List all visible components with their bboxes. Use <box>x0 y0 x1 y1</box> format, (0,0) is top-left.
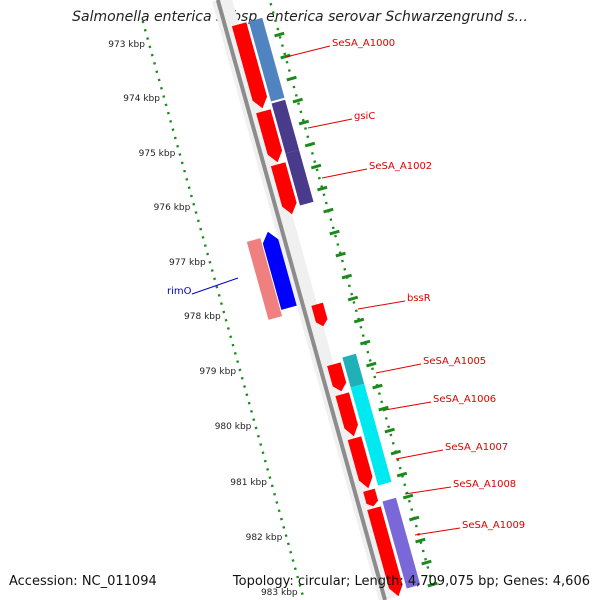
minor-tick <box>402 493 414 500</box>
minor-tick <box>415 537 426 544</box>
minor-tick <box>421 559 432 566</box>
gene-SeSA_A1000-shape <box>231 22 268 109</box>
callout-line <box>375 363 422 374</box>
kbp-tick-label: 983 kbp <box>261 588 298 598</box>
gene-label: SeSA_A1008 <box>453 479 516 490</box>
cog-bar-rimO-shape <box>246 238 283 320</box>
minor-tick <box>286 75 297 82</box>
minor-tick <box>408 515 420 522</box>
tick-track-right <box>268 0 435 587</box>
callout-line <box>285 45 331 58</box>
gene-SeSA_A1006 <box>335 392 358 437</box>
gene-SeSA_A1008-shape <box>363 488 379 507</box>
cog-bar-SeSA_A1006-shape <box>350 383 392 486</box>
cog-bar-SeSA_A1000-shape <box>248 17 285 102</box>
kbp-tick-label: 980 kbp <box>215 422 252 432</box>
kbp-tick-label: 982 kbp <box>246 533 283 543</box>
callout-line <box>395 449 444 460</box>
accession-label: Accession: NC_011094 <box>9 574 157 589</box>
gene-SeSA_A1000 <box>231 22 268 109</box>
cog-bar-rimO <box>246 238 283 320</box>
minor-tick <box>347 295 359 302</box>
kbp-tick-label: 977 kbp <box>169 258 206 268</box>
gene-label: SeSA_A1007 <box>445 442 508 453</box>
minor-tick <box>372 383 383 390</box>
callout-line <box>191 277 239 295</box>
cog-bar-SeSA_A1005-shape <box>342 353 365 388</box>
gene-label: gsiC <box>354 111 375 122</box>
callout-line <box>384 401 432 411</box>
minor-tick <box>353 317 365 324</box>
genome-backbone <box>215 0 387 600</box>
minor-tick <box>323 207 334 214</box>
cog-bar-SeSA_A1000 <box>248 17 285 102</box>
gene-SeSA_A1002 <box>270 162 297 215</box>
cog-bar-SeSA_A1002 <box>285 149 314 206</box>
outer-tick-track-left <box>141 20 306 600</box>
kbp-tick-label: 975 kbp <box>139 149 176 159</box>
minor-tick <box>384 427 395 434</box>
minor-tick <box>427 581 438 588</box>
minor-tick <box>317 185 328 192</box>
gene-SeSA_A1008 <box>363 488 379 507</box>
minor-tick <box>335 251 346 258</box>
callout-line <box>357 300 406 310</box>
gene-SeSA_A1002-shape <box>270 162 297 215</box>
kbp-tick-label: 979 kbp <box>199 367 236 377</box>
cog-bar-SeSA_A1006 <box>350 383 392 486</box>
gene-rimO-shape <box>262 231 297 310</box>
minor-tick <box>274 31 285 38</box>
cog-bar-SeSA_A1009 <box>382 497 421 589</box>
kbp-tick-label: 981 kbp <box>230 478 267 488</box>
gene-label: bssR <box>407 293 431 304</box>
gene-gsiC-shape <box>256 109 283 163</box>
cog-bar-SeSA_A1002-shape <box>285 149 314 206</box>
gene-label: SeSA_A1005 <box>423 356 486 367</box>
cog-bar-SeSA_A1005 <box>342 353 365 388</box>
callout-line <box>404 486 452 495</box>
minor-tick <box>292 97 303 104</box>
gene-rimO <box>262 231 297 310</box>
gene-SeSA_A1009-shape <box>367 506 403 597</box>
minor-tick <box>396 471 408 478</box>
minor-tick <box>359 339 371 346</box>
gene-bssR <box>311 302 328 327</box>
gene-label: SeSA_A1000 <box>332 38 395 49</box>
kbp-tick-label: 978 kbp <box>184 312 221 322</box>
gene-SeSA_A1005-shape <box>327 362 347 392</box>
callout-line <box>321 168 368 179</box>
cog-bar-SeSA_A1009-shape <box>382 497 421 589</box>
minor-tick <box>366 361 377 368</box>
gene-SeSA_A1009 <box>367 506 403 597</box>
gene-bssR-shape <box>311 302 328 327</box>
kbp-tick-label: 973 kbp <box>108 40 145 50</box>
minor-tick <box>304 141 316 148</box>
topology-summary: Topology: circular; Length: 4,709,075 bp… <box>232 574 590 589</box>
organism-title: Salmonella enterica subsp. enterica sero… <box>72 9 528 25</box>
gene-SeSA_A1005 <box>327 362 347 392</box>
kbp-tick-label: 976 kbp <box>154 203 191 213</box>
minor-tick <box>310 163 322 170</box>
gene-label: SeSA_A1002 <box>369 161 432 172</box>
minor-tick <box>329 229 340 236</box>
kbp-tick-label: 974 kbp <box>123 94 160 104</box>
gene-label: SeSA_A1006 <box>433 394 496 405</box>
gene-label: rimO <box>167 286 192 297</box>
gene-SeSA_A1007-shape <box>347 436 373 489</box>
minor-tick <box>378 405 389 412</box>
minor-tick <box>298 119 310 126</box>
minor-tick <box>280 53 291 60</box>
callout-line <box>414 527 461 536</box>
gene-gsiC <box>256 109 283 163</box>
cog-bar-gsiC-shape <box>271 99 300 154</box>
gene-label: SeSA_A1009 <box>462 520 525 531</box>
callout-line <box>307 118 353 129</box>
cog-bar-gsiC <box>271 99 300 154</box>
gene-SeSA_A1007 <box>347 436 373 489</box>
gene-SeSA_A1006-shape <box>335 392 358 437</box>
minor-tick <box>341 273 353 280</box>
minor-tick <box>390 449 402 456</box>
